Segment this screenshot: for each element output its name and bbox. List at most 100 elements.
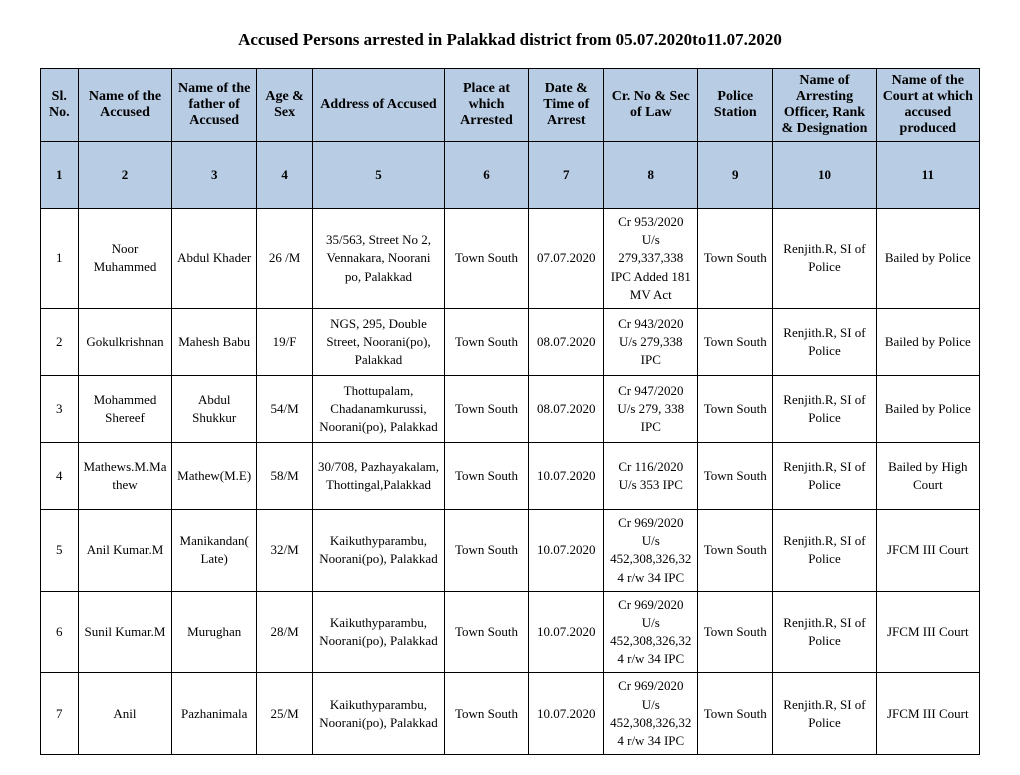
cell-place: Town South xyxy=(444,591,529,673)
cell-place: Town South xyxy=(444,509,529,591)
col-court: Name of the Court at which accused produ… xyxy=(876,69,979,142)
cell-name: Gokulkrishnan xyxy=(78,308,172,375)
col-father: Name of the father of Accused xyxy=(172,69,257,142)
cell-crno: Cr 969/2020 U/s 452,308,326,324 r/w 34 I… xyxy=(604,673,698,755)
num-cell: 9 xyxy=(698,142,773,209)
cell-place: Town South xyxy=(444,209,529,309)
cell-date: 07.07.2020 xyxy=(529,209,604,309)
col-officer: Name of Arresting Officer, Rank & Design… xyxy=(773,69,876,142)
table-row: 1 Noor Muhammed Abdul Khader 26 /M 35/56… xyxy=(41,209,980,309)
table-row: 6 Sunil Kumar.M Murughan 28/M Kaikuthypa… xyxy=(41,591,980,673)
cell-place: Town South xyxy=(444,442,529,509)
cell-crno: Cr 969/2020 U/s 452,308,326,324 r/w 34 I… xyxy=(604,591,698,673)
cell-place: Town South xyxy=(444,375,529,442)
cell-age: 19/F xyxy=(256,308,312,375)
arrest-table: Sl. No. Name of the Accused Name of the … xyxy=(40,68,980,755)
cell-date: 10.07.2020 xyxy=(529,442,604,509)
header-row: Sl. No. Name of the Accused Name of the … xyxy=(41,69,980,142)
cell-slno: 3 xyxy=(41,375,79,442)
cell-place: Town South xyxy=(444,673,529,755)
cell-officer: Renjith.R, SI of Police xyxy=(773,308,876,375)
col-station: Police Station xyxy=(698,69,773,142)
column-number-row: 1 2 3 4 5 6 7 8 9 10 11 xyxy=(41,142,980,209)
cell-court: JFCM III Court xyxy=(876,509,979,591)
cell-address: Kaikuthyparambu, Noorani(po), Palakkad xyxy=(313,591,444,673)
cell-address: 35/563, Street No 2, Vennakara, Noorani … xyxy=(313,209,444,309)
num-cell: 4 xyxy=(256,142,312,209)
cell-crno: Cr 953/2020 U/s 279,337,338 IPC Added 18… xyxy=(604,209,698,309)
cell-name: Anil xyxy=(78,673,172,755)
cell-crno: Cr 943/2020 U/s 279,338 IPC xyxy=(604,308,698,375)
cell-name: Anil Kumar.M xyxy=(78,509,172,591)
col-name: Name of the Accused xyxy=(78,69,172,142)
cell-station: Town South xyxy=(698,591,773,673)
cell-station: Town South xyxy=(698,442,773,509)
cell-date: 10.07.2020 xyxy=(529,591,604,673)
cell-crno: Cr 969/2020 U/s 452,308,326,324 r/w 34 I… xyxy=(604,509,698,591)
cell-slno: 7 xyxy=(41,673,79,755)
cell-court: JFCM III Court xyxy=(876,591,979,673)
cell-officer: Renjith.R, SI of Police xyxy=(773,442,876,509)
cell-court: Bailed by Police xyxy=(876,308,979,375)
cell-age: 32/M xyxy=(256,509,312,591)
num-cell: 1 xyxy=(41,142,79,209)
cell-station: Town South xyxy=(698,673,773,755)
cell-age: 58/M xyxy=(256,442,312,509)
cell-court: Bailed by Police xyxy=(876,375,979,442)
cell-name: Mathews.M.Mathew xyxy=(78,442,172,509)
cell-name: Noor Muhammed xyxy=(78,209,172,309)
cell-address: Kaikuthyparambu, Noorani(po), Palakkad xyxy=(313,509,444,591)
cell-slno: 5 xyxy=(41,509,79,591)
cell-father: Abdul Shukkur xyxy=(172,375,257,442)
cell-station: Town South xyxy=(698,308,773,375)
table-row: 2 Gokulkrishnan Mahesh Babu 19/F NGS, 29… xyxy=(41,308,980,375)
num-cell: 10 xyxy=(773,142,876,209)
cell-station: Town South xyxy=(698,375,773,442)
cell-address: 30/708, Pazhayakalam, Thottingal,Palakka… xyxy=(313,442,444,509)
cell-officer: Renjith.R, SI of Police xyxy=(773,375,876,442)
table-row: 5 Anil Kumar.M Manikandan( Late) 32/M Ka… xyxy=(41,509,980,591)
num-cell: 7 xyxy=(529,142,604,209)
cell-date: 10.07.2020 xyxy=(529,673,604,755)
cell-father: Murughan xyxy=(172,591,257,673)
table-row: 3 Mohammed Shereef Abdul Shukkur 54/M Th… xyxy=(41,375,980,442)
num-cell: 11 xyxy=(876,142,979,209)
cell-station: Town South xyxy=(698,509,773,591)
cell-officer: Renjith.R, SI of Police xyxy=(773,209,876,309)
cell-slno: 1 xyxy=(41,209,79,309)
num-cell: 6 xyxy=(444,142,529,209)
cell-slno: 6 xyxy=(41,591,79,673)
cell-age: 25/M xyxy=(256,673,312,755)
table-row: 7 Anil Pazhanimala 25/M Kaikuthyparambu,… xyxy=(41,673,980,755)
cell-crno: Cr 116/2020 U/s 353 IPC xyxy=(604,442,698,509)
cell-date: 08.07.2020 xyxy=(529,375,604,442)
cell-court: Bailed by High Court xyxy=(876,442,979,509)
cell-officer: Renjith.R, SI of Police xyxy=(773,673,876,755)
cell-officer: Renjith.R, SI of Police xyxy=(773,591,876,673)
cell-father: Manikandan( Late) xyxy=(172,509,257,591)
cell-father: Mahesh Babu xyxy=(172,308,257,375)
cell-officer: Renjith.R, SI of Police xyxy=(773,509,876,591)
col-date: Date & Time of Arrest xyxy=(529,69,604,142)
cell-court: JFCM III Court xyxy=(876,673,979,755)
cell-father: Pazhanimala xyxy=(172,673,257,755)
num-cell: 3 xyxy=(172,142,257,209)
col-slno: Sl. No. xyxy=(41,69,79,142)
num-cell: 8 xyxy=(604,142,698,209)
cell-age: 28/M xyxy=(256,591,312,673)
cell-date: 10.07.2020 xyxy=(529,509,604,591)
cell-court: Bailed by Police xyxy=(876,209,979,309)
col-age: Age & Sex xyxy=(256,69,312,142)
cell-crno: Cr 947/2020 U/s 279, 338 IPC xyxy=(604,375,698,442)
num-cell: 2 xyxy=(78,142,172,209)
col-crno: Cr. No & Sec of Law xyxy=(604,69,698,142)
cell-place: Town South xyxy=(444,308,529,375)
cell-slno: 2 xyxy=(41,308,79,375)
col-place: Place at which Arrested xyxy=(444,69,529,142)
cell-age: 54/M xyxy=(256,375,312,442)
col-address: Address of Accused xyxy=(313,69,444,142)
cell-age: 26 /M xyxy=(256,209,312,309)
cell-father: Mathew(M.E) xyxy=(172,442,257,509)
cell-address: Kaikuthyparambu, Noorani(po), Palakkad xyxy=(313,673,444,755)
page-title: Accused Persons arrested in Palakkad dis… xyxy=(40,30,980,50)
